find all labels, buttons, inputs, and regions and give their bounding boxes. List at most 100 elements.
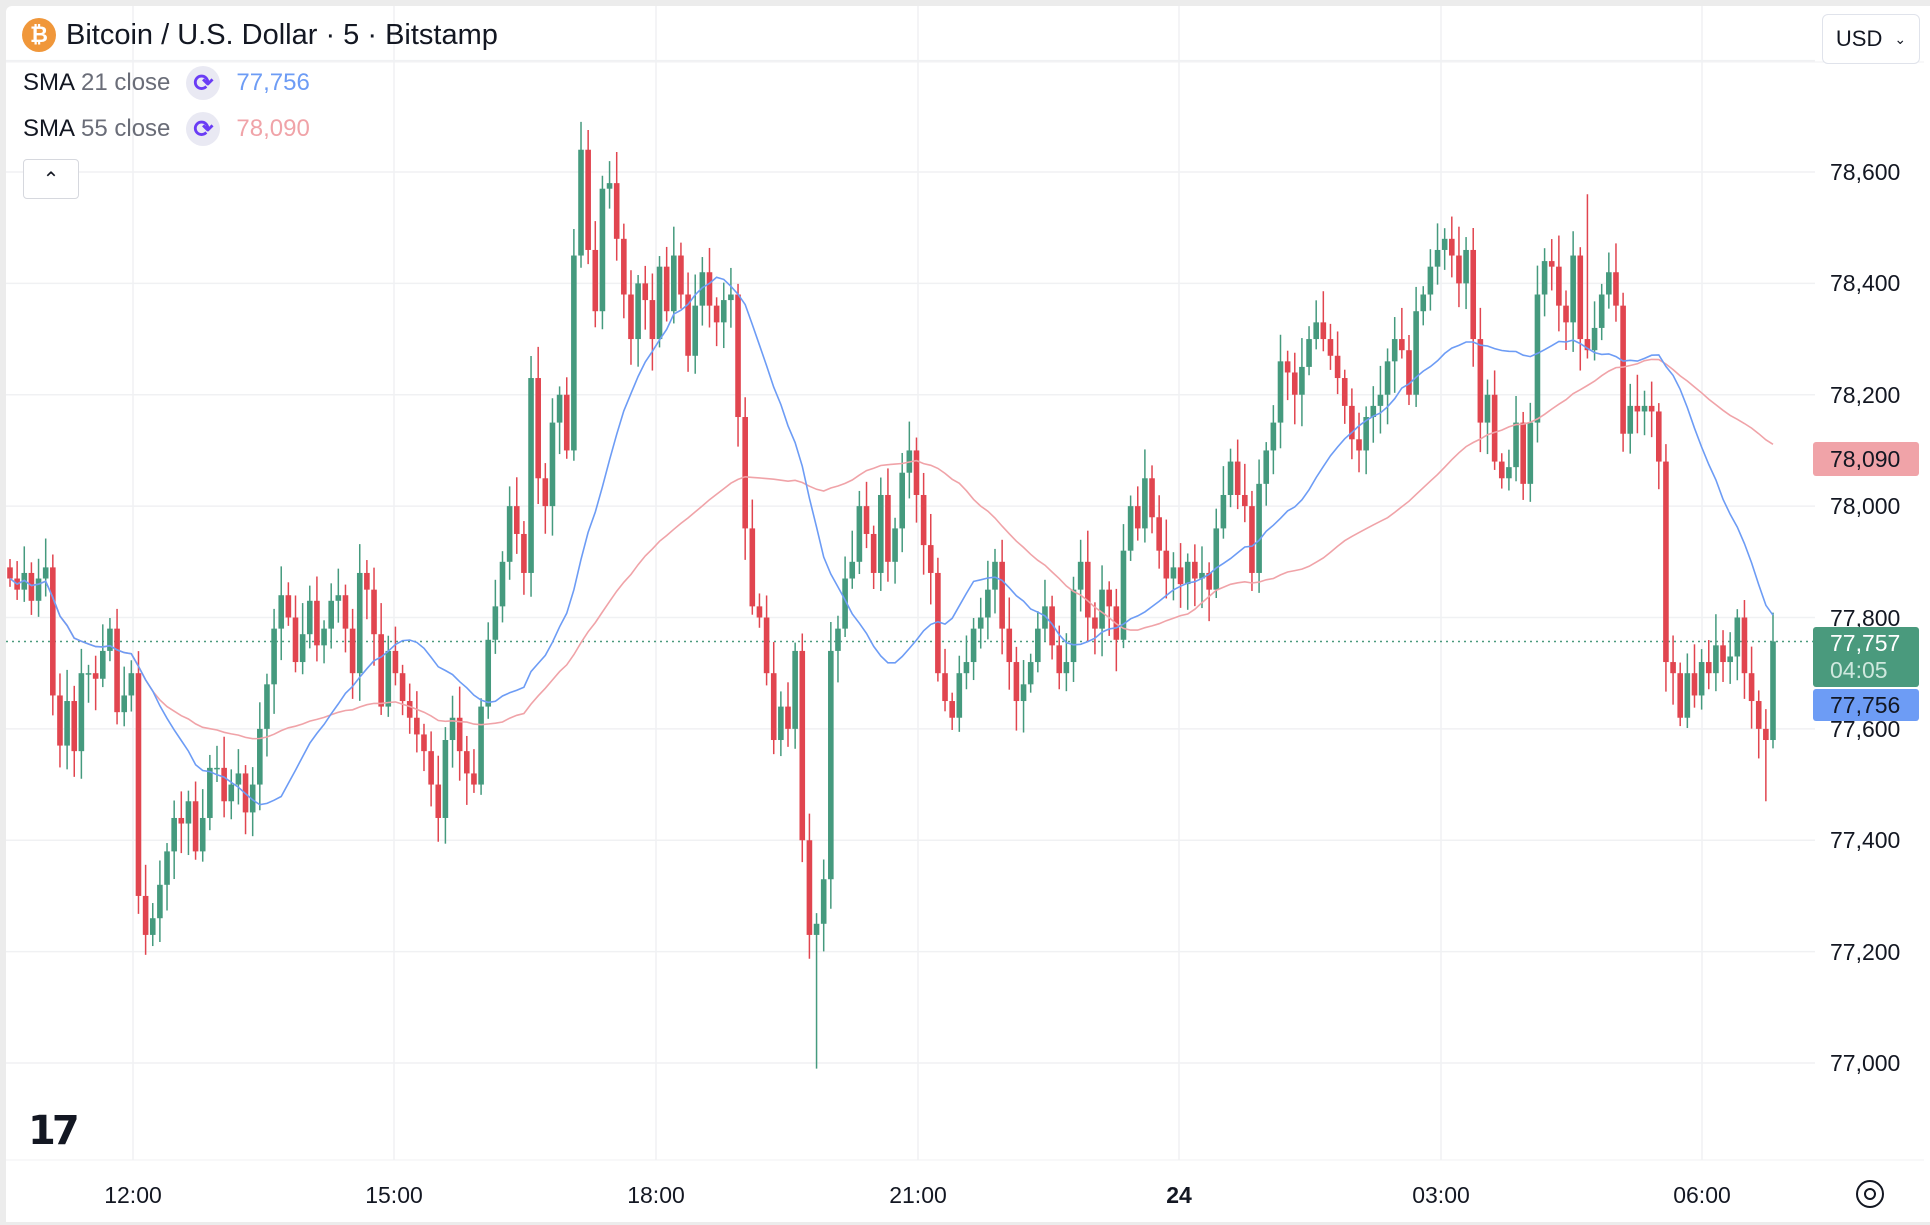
candle-down bbox=[371, 589, 377, 635]
candle-down bbox=[1470, 249, 1477, 340]
candle-up bbox=[1077, 561, 1084, 590]
candle-up bbox=[1441, 238, 1448, 250]
candle-down bbox=[1613, 272, 1619, 306]
candle-down bbox=[1634, 405, 1641, 412]
candle-up bbox=[1434, 249, 1441, 267]
candle-down bbox=[1520, 422, 1526, 484]
candle-down bbox=[1134, 506, 1141, 529]
candle-down bbox=[535, 378, 541, 479]
indicator-sma21[interactable]: SMA 21 close ⟳ 77,756 bbox=[23, 66, 310, 100]
price-axis-label: 77,200 bbox=[1830, 938, 1901, 965]
candle-up bbox=[249, 784, 256, 813]
sma21-line bbox=[9, 276, 1774, 806]
candle-up bbox=[128, 673, 135, 696]
candle-down bbox=[1249, 506, 1255, 573]
candle-down bbox=[1356, 439, 1362, 451]
collapse-legend-button[interactable]: ⌃ bbox=[23, 159, 79, 199]
candle-up bbox=[820, 879, 827, 924]
candle-up bbox=[828, 650, 834, 880]
price-axis-label: 77,400 bbox=[1830, 827, 1901, 854]
candle-down bbox=[920, 494, 927, 546]
candle-down bbox=[1163, 550, 1170, 579]
candle-down bbox=[28, 572, 35, 601]
symbol-title[interactable]: Bitcoin / U.S. Dollar · 5 · Bitstamp bbox=[66, 18, 498, 51]
candle-down bbox=[649, 300, 656, 340]
candle-down bbox=[1206, 572, 1212, 590]
candle-down bbox=[1349, 405, 1355, 440]
tradingview-logo[interactable]: 17 bbox=[28, 1108, 80, 1154]
refresh-icon[interactable]: ⟳ bbox=[186, 66, 221, 100]
candle-up bbox=[778, 706, 784, 741]
price-axis-label: 78,200 bbox=[1830, 381, 1901, 408]
candle-up bbox=[99, 650, 106, 679]
candle-down bbox=[135, 673, 142, 896]
candle-down bbox=[613, 183, 620, 239]
candle-up bbox=[792, 650, 798, 729]
candle-up bbox=[1063, 662, 1070, 674]
refresh-icon[interactable]: ⟳ bbox=[186, 112, 221, 146]
candle-down bbox=[1006, 628, 1013, 663]
candle-up bbox=[1170, 567, 1177, 579]
sma21-price-tag: 77,756 bbox=[1813, 689, 1919, 721]
candle-down bbox=[342, 595, 349, 629]
time-axis-label: 12:00 bbox=[104, 1182, 162, 1208]
candle-up bbox=[1035, 628, 1041, 663]
candle-up bbox=[335, 595, 342, 601]
candle-up bbox=[1713, 645, 1719, 674]
settings-icon[interactable] bbox=[1856, 1180, 1884, 1208]
indicator-sma55[interactable]: SMA 55 close ⟳ 78,090 bbox=[23, 112, 310, 146]
candle-up bbox=[1591, 327, 1598, 351]
candle-up bbox=[856, 506, 863, 562]
candle-up bbox=[1070, 589, 1077, 663]
candle-up bbox=[1184, 561, 1191, 585]
candle-down bbox=[421, 734, 427, 752]
candle-up bbox=[1213, 528, 1220, 590]
currency-selector[interactable]: USD ⌄ bbox=[1822, 14, 1920, 64]
sma55-line bbox=[9, 358, 1774, 740]
candle-up bbox=[1263, 450, 1270, 484]
candle-up bbox=[107, 628, 113, 651]
candle-down bbox=[1013, 662, 1020, 702]
candle-up bbox=[42, 567, 49, 579]
candle-down bbox=[399, 673, 406, 702]
last-price: 77,757 bbox=[1830, 630, 1901, 656]
candle-down bbox=[1084, 561, 1091, 618]
candle-up bbox=[571, 255, 577, 451]
candle-down bbox=[1449, 238, 1455, 256]
candle-up bbox=[299, 634, 306, 663]
candle-down bbox=[785, 706, 791, 729]
candle-down bbox=[1655, 411, 1662, 462]
price-axis-label: 77,800 bbox=[1830, 604, 1901, 631]
candle-down bbox=[799, 650, 806, 841]
candle-up bbox=[257, 728, 263, 785]
last-price-tag: 77,757 04:05 bbox=[1813, 627, 1919, 687]
candle-down bbox=[1741, 617, 1748, 674]
candle-up bbox=[1313, 322, 1319, 340]
candle-down bbox=[1192, 561, 1198, 579]
candle-down bbox=[642, 283, 649, 301]
candle-down bbox=[1341, 378, 1348, 406]
candle-down bbox=[663, 266, 670, 312]
indicator-value: 77,756 bbox=[236, 69, 310, 96]
candle-up bbox=[328, 600, 334, 629]
candle-down bbox=[621, 238, 627, 295]
candle-down bbox=[885, 494, 891, 562]
candle-down bbox=[1763, 728, 1769, 741]
candle-up bbox=[1534, 294, 1541, 423]
candle-down bbox=[192, 801, 199, 852]
candle-up bbox=[1220, 494, 1227, 529]
candle-up bbox=[264, 684, 270, 729]
candle-up bbox=[728, 294, 734, 301]
candle-up bbox=[656, 266, 663, 340]
candle-down bbox=[542, 478, 549, 507]
candle-up bbox=[892, 528, 898, 562]
candle-up bbox=[635, 283, 641, 340]
candle-up bbox=[1099, 589, 1105, 629]
candle-down bbox=[1577, 255, 1584, 340]
candle-up bbox=[1727, 656, 1733, 663]
candle-down bbox=[292, 617, 299, 663]
candle-up bbox=[1541, 261, 1548, 295]
candle-up bbox=[1484, 394, 1491, 423]
candle-up bbox=[1413, 311, 1419, 395]
